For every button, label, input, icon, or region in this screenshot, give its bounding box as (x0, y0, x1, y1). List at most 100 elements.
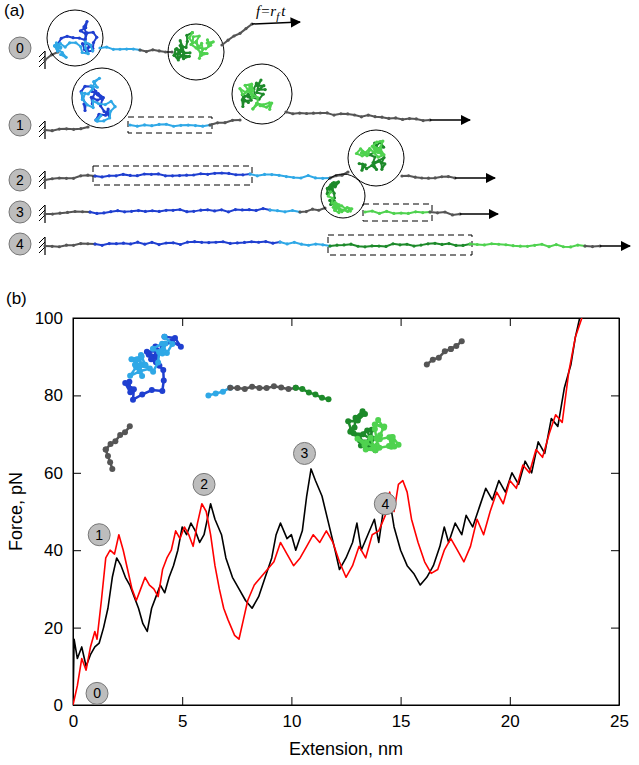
chain-bead (238, 32, 241, 35)
chain-bead (312, 392, 318, 398)
chain-bead (376, 445, 382, 451)
chain-bead (497, 243, 500, 246)
chain-bead (591, 245, 594, 248)
chain-bead (394, 116, 397, 119)
x-axis-tick-mark (401, 697, 402, 705)
dashed-box (328, 235, 472, 255)
chain-bead (88, 210, 91, 213)
chain-bead (227, 385, 233, 391)
chain-bead (247, 90, 250, 93)
chain-bead (128, 356, 134, 362)
chain-bead (337, 206, 340, 209)
chain-bead (195, 41, 198, 44)
chain-bead (284, 110, 287, 113)
y-axis-right-tick-mark (611, 473, 619, 474)
chain-bead (98, 46, 101, 49)
chain-bead (129, 242, 132, 245)
chain-bead (408, 117, 411, 120)
panel-label: (b) (6, 289, 27, 308)
chain-bead (375, 168, 378, 171)
chain-bead (145, 50, 148, 53)
y-axis-right-tick (611, 550, 619, 551)
chain-bead (440, 243, 443, 246)
chain-bead (293, 241, 296, 244)
chain-bead (329, 190, 332, 193)
chain-bead (191, 31, 194, 34)
chain-bead (93, 242, 96, 245)
y-axis-tick: 80 (44, 386, 81, 405)
chain-bead (79, 127, 82, 130)
chain-bead (53, 44, 56, 47)
state-label: 0 (16, 40, 24, 56)
chain-bead (200, 241, 203, 244)
state-badge (9, 114, 31, 136)
chain-bead (143, 243, 146, 246)
chain-bead (319, 395, 325, 401)
chain-bead (115, 242, 118, 245)
chain-segment (130, 124, 210, 126)
chain-bead (138, 48, 141, 51)
chain-bead (236, 241, 239, 244)
chain-bead (443, 210, 446, 213)
chain-bead (103, 447, 109, 453)
chain-bead (433, 242, 436, 245)
chain-bead (382, 146, 385, 149)
chain-bead (251, 96, 254, 99)
chain-bead (43, 244, 46, 247)
force-arrow (460, 213, 498, 215)
chain-bead (377, 159, 380, 162)
force-label-text: f=r (256, 3, 276, 19)
chain-bead (330, 201, 333, 204)
chain-bead (136, 174, 139, 177)
chain-bead (353, 113, 356, 116)
chain-bead (319, 111, 322, 114)
chain-bead (243, 99, 246, 102)
dashed-box (363, 204, 432, 221)
chain-bead (173, 54, 176, 57)
chain-bead (79, 242, 82, 245)
chain-bead (142, 362, 148, 368)
chain-bead (81, 98, 84, 101)
chain-bead (249, 86, 252, 89)
chain-bead (185, 174, 188, 177)
chain-bead (220, 171, 223, 174)
chain-bead (405, 243, 408, 246)
chain-bead (424, 361, 430, 367)
chain-bead (65, 127, 68, 130)
chain-bead (369, 148, 372, 151)
blob-outline (348, 130, 404, 186)
chain-bead (360, 115, 363, 118)
state-badge (9, 233, 31, 255)
chain-bead (234, 208, 237, 211)
chain-bead (79, 45, 82, 48)
chain-bead (396, 442, 402, 448)
chain-bead (262, 84, 265, 87)
chain-bead (321, 243, 324, 246)
chain-bead (426, 242, 429, 245)
chain-bead (130, 210, 133, 213)
state-label: 4 (16, 236, 24, 252)
chain-bead (337, 180, 340, 183)
chain-bead (342, 208, 345, 211)
chain-bead (179, 39, 182, 42)
chain-bead (214, 241, 217, 244)
chain-bead (80, 91, 83, 94)
chain-bead (251, 96, 254, 99)
x-axis-top (74, 318, 620, 326)
chain-bead (130, 397, 136, 403)
chain-bead (84, 47, 87, 50)
chain-bead (194, 124, 197, 127)
chain-bead (389, 434, 395, 440)
y-axis-tick-label: 20 (44, 619, 63, 638)
chain-bead (58, 127, 61, 130)
chain-bead (377, 244, 380, 247)
chain-bead (132, 47, 135, 50)
chain-bead (400, 211, 403, 214)
chain-segment (280, 242, 330, 246)
chain-bead (206, 208, 209, 211)
chain-bead (251, 107, 254, 110)
chain-segment (106, 426, 130, 449)
chain-bead (368, 435, 374, 441)
chain-bead (430, 357, 436, 363)
chain-segment (240, 84, 272, 109)
